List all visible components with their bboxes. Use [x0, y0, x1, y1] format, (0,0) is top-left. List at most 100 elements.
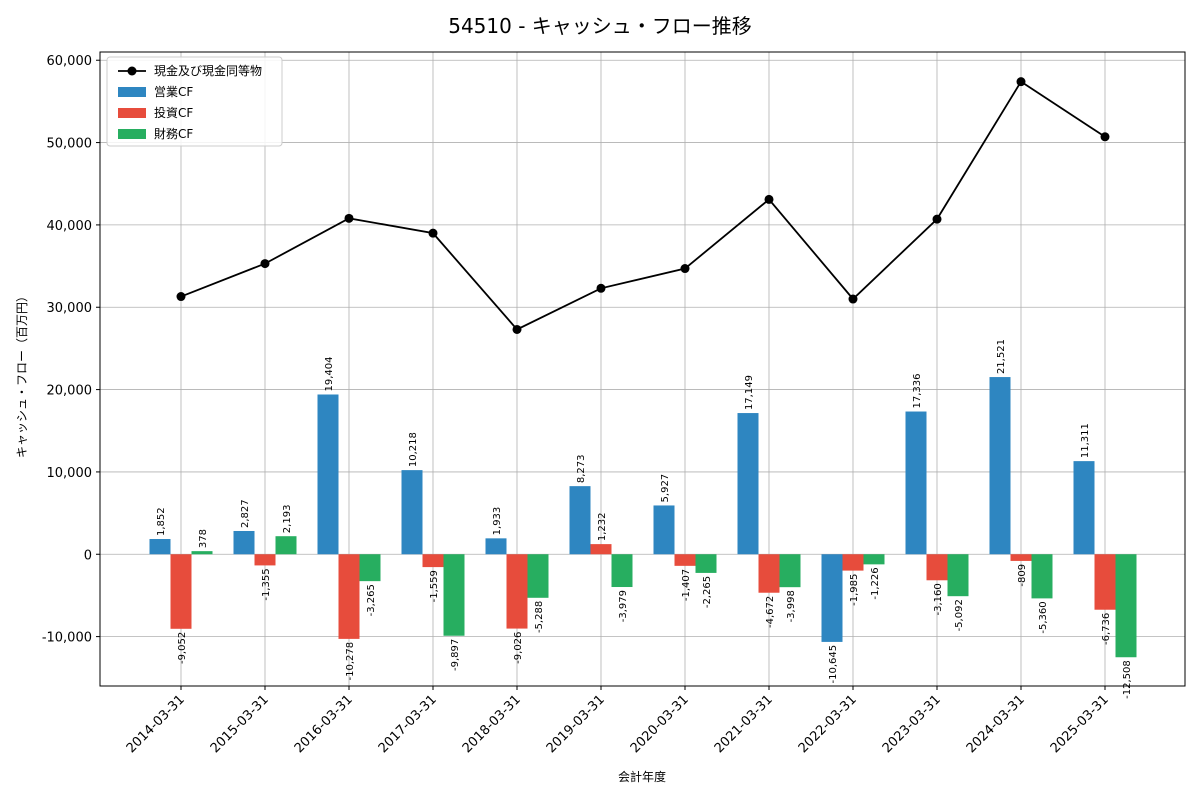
- bar-財務CF: [611, 554, 633, 588]
- y-axis-title: キャッシュ・フロー（百万円）: [15, 290, 29, 458]
- x-tick-label: 2025-03-31: [1048, 692, 1112, 756]
- bar-財務CF: [191, 551, 213, 555]
- bar-投資CF: [170, 554, 192, 629]
- bar-財務CF: [1115, 554, 1137, 658]
- bar-value-label: -5,288: [534, 601, 545, 633]
- bar-財務CF: [863, 554, 885, 565]
- x-tick-label: 2015-03-31: [208, 692, 272, 756]
- cash-point: [848, 294, 858, 304]
- bar-value-label: 1,232: [597, 512, 608, 541]
- x-tick-label: 2014-03-31: [124, 692, 188, 756]
- bar-営業CF: [401, 470, 423, 555]
- x-tick-label: 2017-03-31: [376, 692, 440, 756]
- bar-value-label: 10,218: [408, 432, 419, 467]
- bar-財務CF: [443, 554, 465, 636]
- bar-value-label: -3,265: [366, 584, 377, 616]
- bar-営業CF: [905, 411, 927, 555]
- y-tick-label: 60,000: [47, 54, 93, 69]
- bar-value-label: 5,927: [660, 474, 671, 503]
- bar-value-label: -9,026: [513, 632, 524, 664]
- bar-value-label: -5,092: [954, 599, 965, 631]
- cash-point: [764, 194, 774, 204]
- bar-value-label: -1,985: [849, 574, 860, 606]
- x-tick-label: 2023-03-31: [880, 692, 944, 756]
- bar-value-label: -1,355: [261, 568, 272, 600]
- bar-投資CF: [758, 554, 780, 593]
- bar-value-label: -9,897: [450, 639, 461, 671]
- cash-point: [1100, 132, 1110, 142]
- bar-value-label: -1,226: [870, 567, 881, 599]
- bar-営業CF: [821, 554, 843, 642]
- legend-label: 営業CF: [154, 85, 193, 99]
- cash-line: [176, 77, 1110, 334]
- bar-財務CF: [527, 554, 549, 598]
- cash-point: [428, 228, 438, 238]
- legend-label: 財務CF: [154, 126, 193, 141]
- y-tick-label: 10,000: [47, 466, 93, 481]
- bar-投資CF: [842, 554, 864, 571]
- y-tick-label: -10,000: [42, 631, 92, 646]
- cash-point: [680, 264, 690, 274]
- bar-value-label: -5,360: [1038, 601, 1049, 633]
- bar-value-label: -3,160: [933, 583, 944, 615]
- bar-投資CF: [1010, 554, 1032, 561]
- bar-財務CF: [779, 554, 801, 588]
- bar-value-label: 17,336: [912, 374, 923, 409]
- cash-point: [596, 283, 606, 293]
- legend-swatch: [118, 87, 146, 97]
- x-tick-label: 2018-03-31: [460, 692, 524, 756]
- x-tick-label: 2020-03-31: [628, 692, 692, 756]
- y-tick-label: 30,000: [47, 301, 93, 316]
- bars: [149, 377, 1137, 658]
- bar-投資CF: [674, 554, 696, 566]
- bar-営業CF: [653, 505, 675, 555]
- bar-value-label: -2,265: [702, 576, 713, 608]
- bar-投資CF: [926, 554, 948, 581]
- cash-point: [512, 324, 522, 334]
- grid: [100, 52, 1185, 686]
- x-tick-label: 2024-03-31: [964, 692, 1028, 756]
- y-tick-label: 20,000: [47, 384, 93, 399]
- bar-value-label: 2,827: [240, 499, 251, 528]
- bar-value-label: 2,193: [282, 505, 293, 534]
- x-axis-title: 会計年度: [618, 769, 666, 784]
- bar-value-label: -12,508: [1122, 660, 1133, 699]
- legend-label: 投資CF: [154, 105, 193, 120]
- y-tick-label: 40,000: [47, 219, 93, 234]
- cash-point: [260, 259, 270, 269]
- bar-投資CF: [1094, 554, 1116, 610]
- bar-投資CF: [506, 554, 528, 629]
- bar-投資CF: [338, 554, 360, 639]
- cash-point: [1016, 77, 1026, 87]
- bar-value-label: -10,278: [345, 642, 356, 681]
- x-tick-label: 2019-03-31: [544, 692, 608, 756]
- x-tick-label: 2022-03-31: [796, 692, 860, 756]
- bar-value-label: -1,407: [681, 569, 692, 601]
- bar-value-label: 378: [198, 529, 209, 548]
- plot-frame: [99, 51, 1186, 687]
- bar-財務CF: [359, 554, 381, 582]
- bar-営業CF: [485, 538, 507, 555]
- bar-value-label: 1,852: [156, 507, 167, 536]
- y-tick-label: 50,000: [47, 137, 93, 152]
- bar-value-label: 11,311: [1080, 423, 1091, 458]
- bar-value-label: -809: [1017, 564, 1028, 587]
- bar-財務CF: [947, 554, 969, 597]
- bar-value-label: -3,998: [786, 590, 797, 622]
- cash-point: [344, 213, 354, 223]
- axes: -10,000 0 10,000 20,000 30,000 40,000 50,000 60…: [42, 54, 1112, 756]
- bar-営業CF: [317, 394, 339, 555]
- x-tick-label: 2021-03-31: [712, 692, 776, 756]
- cash-point: [932, 214, 942, 224]
- bar-value-label: -6,736: [1101, 613, 1112, 645]
- bar-営業CF: [737, 413, 759, 555]
- bar-value-label: -10,645: [828, 645, 839, 684]
- bar-value-label: -3,979: [618, 590, 629, 622]
- bar-value-label: 19,404: [324, 356, 335, 391]
- bar-value-label: -1,559: [429, 570, 440, 602]
- x-tick-label: 2016-03-31: [292, 692, 356, 756]
- bar-value-label: 17,149: [744, 375, 755, 410]
- y-tick-label: 0: [84, 548, 92, 563]
- bar-投資CF: [254, 554, 276, 566]
